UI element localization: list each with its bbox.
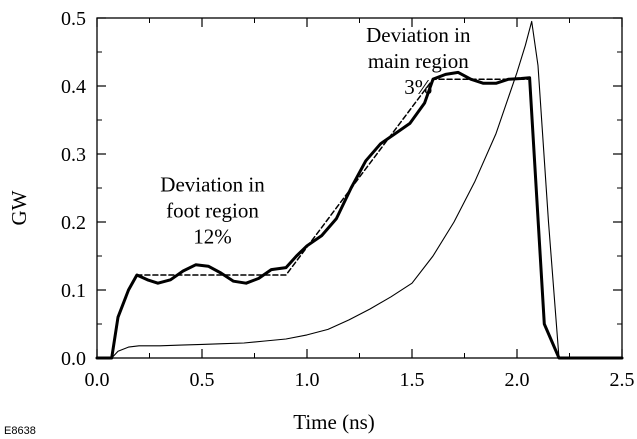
annotation-line: Deviation in	[160, 172, 265, 196]
y-tick-label: 0.1	[61, 280, 86, 302]
x-axis-title: Time (ns)	[293, 410, 375, 434]
annotation-line: foot region	[166, 198, 259, 222]
y-tick-label: 0.5	[61, 8, 86, 30]
x-tick-label: 2.0	[505, 369, 530, 391]
x-tick-label: 1.5	[400, 369, 425, 391]
annotation-line: 3%	[404, 75, 432, 99]
y-tick-label: 0.3	[61, 144, 86, 166]
annotation-line: 12%	[193, 224, 232, 248]
series-line-thin-solid	[96, 20, 623, 359]
x-tick-label: 0.5	[190, 369, 215, 391]
y-tick-label: 0.2	[61, 212, 86, 234]
annotation-line: main region	[368, 49, 469, 73]
x-tick-label: 0.0	[85, 369, 110, 391]
tick-labels: 0.0 0.5 1.0 1.5 2.0 2.5 0.0 0.1 0.2 0.3 0.4 0.5	[61, 8, 635, 391]
x-tick-label: 2.5	[610, 369, 635, 391]
series-line-thick-solid	[95, 70, 624, 360]
y-tick-label: 0.0	[61, 348, 86, 370]
y-axis-title: GW	[7, 190, 31, 225]
figure-id: E8638	[4, 425, 36, 437]
x-tick-label: 1.0	[295, 369, 320, 391]
series-line-dashed	[136, 78, 529, 276]
y-tick-label: 0.4	[61, 76, 86, 98]
annotation-line: Deviation in	[366, 23, 471, 47]
series-lines	[95, 20, 624, 360]
